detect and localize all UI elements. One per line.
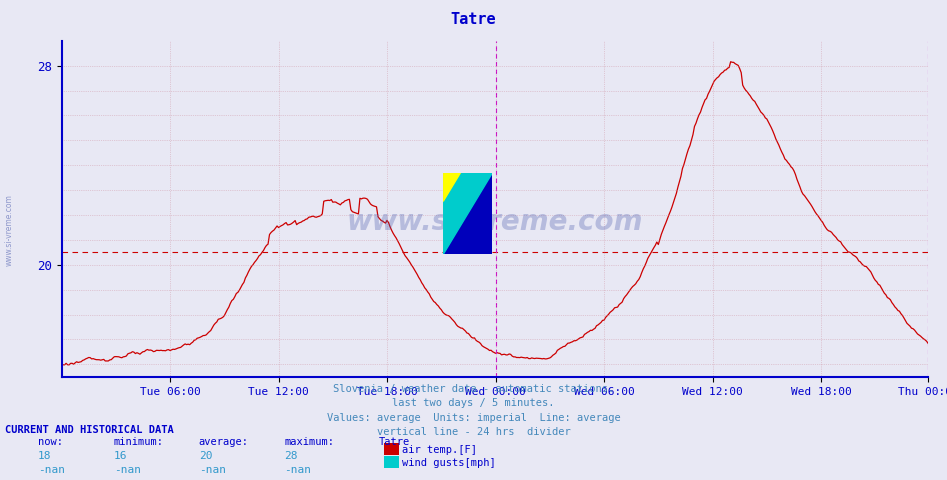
Text: 18: 18	[38, 451, 51, 461]
Text: -nan: -nan	[38, 465, 65, 475]
Text: Slovenia / weather data - automatic stations.: Slovenia / weather data - automatic stat…	[333, 384, 614, 394]
Polygon shape	[443, 173, 492, 254]
Text: air temp.[F]: air temp.[F]	[402, 445, 476, 455]
Polygon shape	[443, 173, 460, 202]
Text: www.si-vreme.com: www.si-vreme.com	[347, 208, 643, 236]
Text: Tatre: Tatre	[379, 437, 410, 447]
Text: 20: 20	[199, 451, 212, 461]
Text: 28: 28	[284, 451, 297, 461]
Text: -nan: -nan	[284, 465, 312, 475]
Text: minimum:: minimum:	[114, 437, 164, 447]
Text: wind gusts[mph]: wind gusts[mph]	[402, 458, 495, 468]
Text: average:: average:	[199, 437, 249, 447]
Text: -nan: -nan	[199, 465, 226, 475]
Text: Tatre: Tatre	[451, 12, 496, 27]
Text: 16: 16	[114, 451, 127, 461]
Text: now:: now:	[38, 437, 63, 447]
Text: maximum:: maximum:	[284, 437, 334, 447]
Text: CURRENT AND HISTORICAL DATA: CURRENT AND HISTORICAL DATA	[5, 425, 173, 435]
Text: www.si-vreme.com: www.si-vreme.com	[5, 194, 14, 266]
Text: -nan: -nan	[114, 465, 141, 475]
Text: Values: average  Units: imperial  Line: average: Values: average Units: imperial Line: av…	[327, 413, 620, 423]
Polygon shape	[443, 173, 492, 254]
Text: last two days / 5 minutes.: last two days / 5 minutes.	[392, 398, 555, 408]
Text: vertical line - 24 hrs  divider: vertical line - 24 hrs divider	[377, 427, 570, 437]
